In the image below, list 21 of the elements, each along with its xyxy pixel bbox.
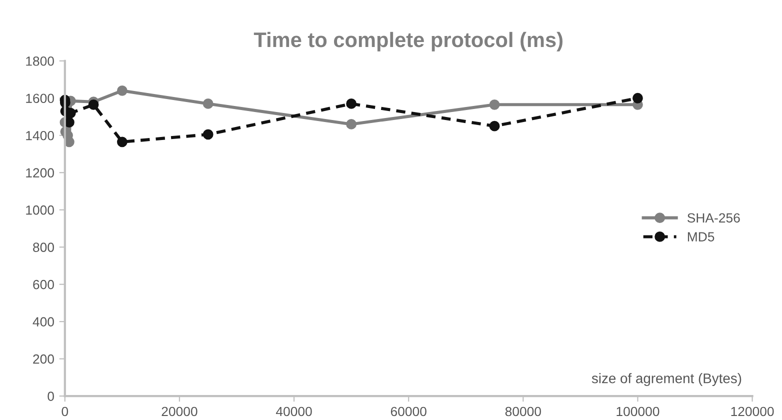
y-tick-label: 0 xyxy=(48,392,54,401)
legend-label: MD5 xyxy=(688,232,714,242)
x-tick-label: 60000 xyxy=(390,406,426,416)
y-tick-label: 400 xyxy=(32,317,54,326)
x-tick-label: 120000 xyxy=(731,406,774,416)
y-tick-label: 1200 xyxy=(26,168,54,178)
legend-label: SHA-256 xyxy=(687,213,740,223)
y-tick-label: 800 xyxy=(33,242,54,252)
y-tick-label: 600 xyxy=(33,280,54,290)
y-tick-label: 1800 xyxy=(26,56,54,66)
x-tick-label: 20000 xyxy=(162,406,198,416)
x-tick-label: 80000 xyxy=(505,406,541,416)
y-tick-label: 200 xyxy=(33,354,54,364)
chart-title: Time to complete protocol (ms) xyxy=(254,32,562,52)
x-axis-title: size of agrement (Bytes) xyxy=(592,373,742,386)
x-tick-label: 100000 xyxy=(616,406,660,416)
x-tick-label: 40000 xyxy=(276,406,312,416)
y-tick-label: 1400 xyxy=(26,130,54,140)
x-tick-label: 0 xyxy=(62,406,68,416)
y-tick-label: 1000 xyxy=(26,205,54,215)
y-tick-label: 1600 xyxy=(26,94,54,104)
